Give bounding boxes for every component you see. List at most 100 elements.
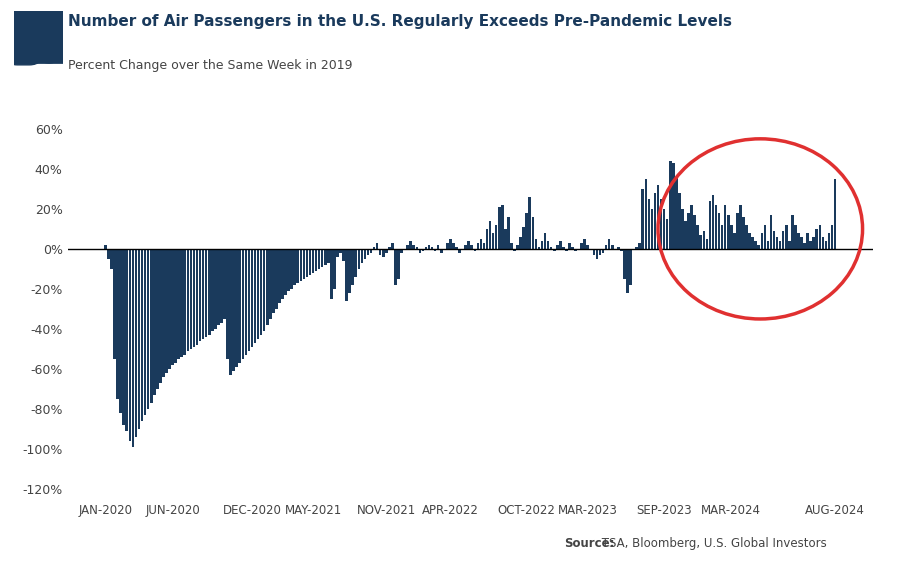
Bar: [675, 177, 678, 249]
Bar: [806, 233, 809, 249]
Bar: [739, 205, 742, 249]
Bar: [480, 239, 482, 249]
Bar: [532, 217, 534, 249]
Bar: [421, 249, 424, 251]
Bar: [467, 241, 470, 249]
Bar: [318, 249, 320, 269]
Bar: [693, 215, 696, 249]
Bar: [477, 243, 479, 249]
Bar: [254, 249, 256, 343]
Bar: [309, 249, 311, 275]
Bar: [245, 249, 248, 355]
Text: Source:: Source:: [564, 537, 615, 550]
Bar: [517, 245, 519, 249]
Bar: [412, 245, 415, 249]
Bar: [400, 249, 403, 253]
Bar: [418, 249, 421, 253]
Bar: [171, 249, 174, 365]
Bar: [107, 249, 110, 259]
Text: TSA, Bloomberg, U.S. Global Investors: TSA, Bloomberg, U.S. Global Investors: [598, 537, 827, 550]
FancyBboxPatch shape: [36, 7, 77, 63]
Bar: [226, 249, 229, 359]
Bar: [657, 185, 660, 249]
Bar: [180, 249, 183, 357]
Bar: [162, 249, 165, 377]
Bar: [684, 221, 687, 249]
Bar: [278, 249, 281, 303]
Bar: [712, 195, 715, 249]
Bar: [482, 243, 485, 249]
Bar: [662, 209, 665, 249]
Bar: [666, 219, 669, 249]
Bar: [205, 249, 208, 337]
Bar: [193, 249, 195, 347]
Bar: [150, 249, 152, 403]
Bar: [272, 249, 274, 313]
Bar: [611, 245, 614, 249]
Bar: [425, 247, 427, 249]
Bar: [833, 179, 836, 249]
Bar: [281, 249, 284, 299]
Bar: [813, 237, 815, 249]
Bar: [214, 249, 217, 329]
Bar: [815, 229, 818, 249]
Bar: [629, 249, 632, 285]
Bar: [434, 249, 436, 251]
Bar: [120, 249, 122, 413]
Bar: [495, 225, 498, 249]
Bar: [730, 225, 733, 249]
Bar: [763, 225, 766, 249]
Bar: [568, 243, 571, 249]
Bar: [306, 249, 308, 277]
Bar: [147, 249, 149, 409]
Bar: [492, 233, 494, 249]
Bar: [592, 249, 595, 255]
Bar: [574, 249, 577, 251]
Text: Number of Air Passengers in the U.S. Regularly Exceeds Pre-Pandemic Levels: Number of Air Passengers in the U.S. Reg…: [68, 14, 732, 29]
Bar: [596, 249, 599, 259]
Bar: [748, 233, 751, 249]
Bar: [199, 249, 202, 341]
Bar: [690, 205, 693, 249]
Bar: [519, 237, 522, 249]
Bar: [489, 221, 491, 249]
Bar: [541, 241, 544, 249]
Bar: [724, 205, 726, 249]
Bar: [642, 189, 644, 249]
Bar: [397, 249, 400, 279]
Bar: [681, 209, 684, 249]
Bar: [718, 213, 720, 249]
Bar: [129, 249, 131, 441]
Bar: [302, 249, 305, 279]
Bar: [175, 249, 177, 363]
Bar: [342, 249, 345, 261]
Bar: [113, 249, 116, 359]
Bar: [436, 245, 439, 249]
Bar: [742, 217, 745, 249]
Bar: [501, 205, 504, 249]
Bar: [708, 201, 711, 249]
Bar: [260, 249, 263, 335]
Bar: [547, 241, 549, 249]
Bar: [416, 247, 418, 249]
Bar: [831, 225, 833, 249]
Bar: [752, 237, 754, 249]
Bar: [778, 241, 781, 249]
Bar: [473, 249, 476, 251]
Bar: [464, 245, 467, 249]
Bar: [767, 241, 770, 249]
Bar: [572, 247, 574, 249]
FancyBboxPatch shape: [19, 7, 62, 63]
Bar: [754, 241, 757, 249]
Bar: [394, 249, 397, 285]
Bar: [736, 213, 739, 249]
Bar: [587, 245, 590, 249]
Circle shape: [33, 13, 49, 30]
Bar: [333, 249, 336, 289]
Bar: [449, 239, 452, 249]
Bar: [458, 249, 461, 253]
Bar: [745, 225, 748, 249]
Bar: [510, 243, 513, 249]
Bar: [526, 213, 528, 249]
Bar: [321, 249, 323, 267]
